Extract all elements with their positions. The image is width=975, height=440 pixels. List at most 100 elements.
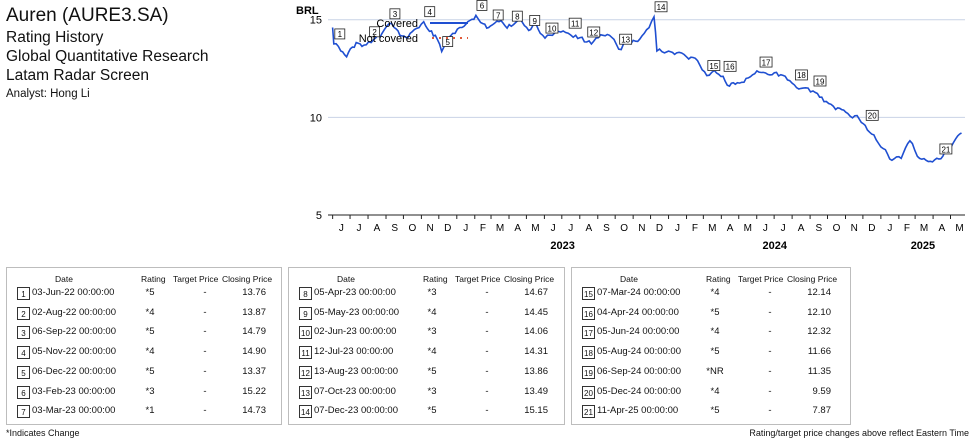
row-index-box: 5 [17,365,30,379]
row-index-box: 18 [582,346,595,360]
row-target-price: - [768,365,772,377]
row-closing-price: 12.14 [807,287,831,298]
rating-marker-box [619,33,633,45]
row-rating: *1 [145,405,155,417]
row-target-price: - [768,306,772,318]
row-date: 03-Feb-23 00:00:00 [32,385,116,397]
rating-marker: 2 [369,26,381,38]
rating-marker: 17 [759,56,773,68]
series-line-covered [331,13,962,163]
row-date: 02-Aug-22 00:00:00 [32,306,116,318]
row-rating: *4 [145,346,155,358]
row-closing-price: 14.79 [242,326,266,338]
x-tick-label: J [551,223,556,234]
rating-table-3: Date Rating Target Price Closing Price 15 07-… [571,267,851,425]
row-closing-price: 14.67 [524,287,548,298]
row-date: 05-Nov-22 00:00:00 [32,346,116,358]
row-index-box: 17 [582,326,595,340]
rating-marker-label: 2 [372,28,377,37]
row-date: 07-Oct-23 00:00:00 [314,385,396,397]
y-tick-label: 10 [310,112,322,124]
rating-marker-label: 11 [571,19,580,28]
row-closing-price: 9.59 [812,385,832,397]
rating-marker-box [813,75,827,87]
rating-marker: 1 [334,28,346,40]
row-target-price: - [203,287,207,298]
rating-marker-label: 4 [427,8,432,17]
y-tick-label: 15 [310,15,322,27]
row-target-price: - [203,385,207,397]
rating-marker-box [587,26,601,38]
rating-marker: 11 [568,17,582,29]
x-year-label: 2024 [762,240,787,252]
rating-marker: 7 [492,9,504,21]
row-date: 07-Mar-24 00:00:00 [597,287,681,298]
row-date: 05-May-23 00:00:00 [314,306,400,318]
row-index-box: 10 [299,326,312,340]
row-rating: *5 [710,306,720,318]
table-row: 19 06-Sep-24 00:00:00 *NR - 11.35 [572,365,850,379]
row-rating: *5 [145,365,155,377]
x-tick-label: D [444,223,451,234]
analyst-name: Analyst: Hong Li [6,88,90,100]
rating-table-1: Date Rating Target Price Closing Price 1 03-J… [6,267,282,425]
table-row: 18 05-Aug-24 00:00:00 *5 - 11.66 [572,345,850,360]
x-tick-label: M [531,223,539,234]
rating-marker-box [759,56,773,68]
x-tick-label: M [920,223,928,234]
report-source: Global Quantitative Research [6,48,209,65]
row-target-price: - [768,346,772,358]
row-rating: *5 [145,326,155,338]
row-rating: *3 [427,326,437,338]
rating-marker-box [865,109,879,121]
table-header: Date Rating Target Price Closing Price [289,274,564,288]
header-target-price: Target Price [455,274,501,284]
row-closing-price: 14.31 [524,346,548,358]
x-tick-label: N [426,223,433,234]
header-date: Date [337,274,355,284]
row-target-price: - [203,346,207,358]
legend-label-not-covered: Not covered [359,33,418,45]
series-layer [331,13,962,163]
row-index-box: 21 [582,405,595,419]
rating-marker-label: 5 [445,38,450,47]
row-closing-price: 13.86 [524,365,548,377]
header-target-price: Target Price [738,274,784,284]
rating-marker: 6 [476,0,488,11]
table-header: Date Rating Target Price Closing Price [572,274,850,288]
row-rating: *4 [710,326,720,338]
table-row: 3 06-Sep-22 00:00:00 *5 - 14.79 [7,325,281,340]
rating-marker-label: 21 [941,145,950,154]
rating-marker-label: 7 [496,11,501,20]
rating-marker-label: 18 [797,71,806,80]
table-row: 13 07-Oct-23 00:00:00 *3 - 13.49 [289,385,564,399]
row-date: 13-Aug-23 00:00:00 [314,365,398,377]
rating-table-2: Date Rating Target Price Closing Price 8 05-A… [288,267,565,425]
rating-marker-label: 9 [533,17,538,26]
x-tick-label: M [496,223,504,234]
x-tick-label: S [391,223,398,234]
rating-marker: 12 [587,26,601,38]
row-target-price: - [203,405,207,417]
row-rating: *5 [145,287,155,298]
rating-marker: 10 [545,22,559,34]
x-tick-label: A [727,223,734,234]
rating-marker-label: 13 [621,36,630,45]
x-tick-label: D [656,223,663,234]
table-row: 12 13-Aug-23 00:00:00 *5 - 13.86 [289,365,564,379]
rating-marker: 21 [939,143,953,155]
row-closing-price: 14.06 [524,326,548,338]
row-index-box: 2 [17,306,30,320]
x-tick-label: J [675,223,680,234]
row-index-box: 1 [17,287,30,300]
row-index-box: 4 [17,346,30,360]
row-rating: *3 [427,385,437,397]
row-date: 05-Dec-24 00:00:00 [597,385,681,397]
row-closing-price: 12.32 [807,326,831,338]
row-index-box: 6 [17,385,30,399]
row-date: 05-Apr-23 00:00:00 [314,287,396,298]
x-year-label: 2025 [911,240,935,252]
table-row: 1 03-Jun-22 00:00:00 *5 - 13.76 [7,286,281,300]
table-row: 20 05-Dec-24 00:00:00 *4 - 9.59 [572,385,850,399]
